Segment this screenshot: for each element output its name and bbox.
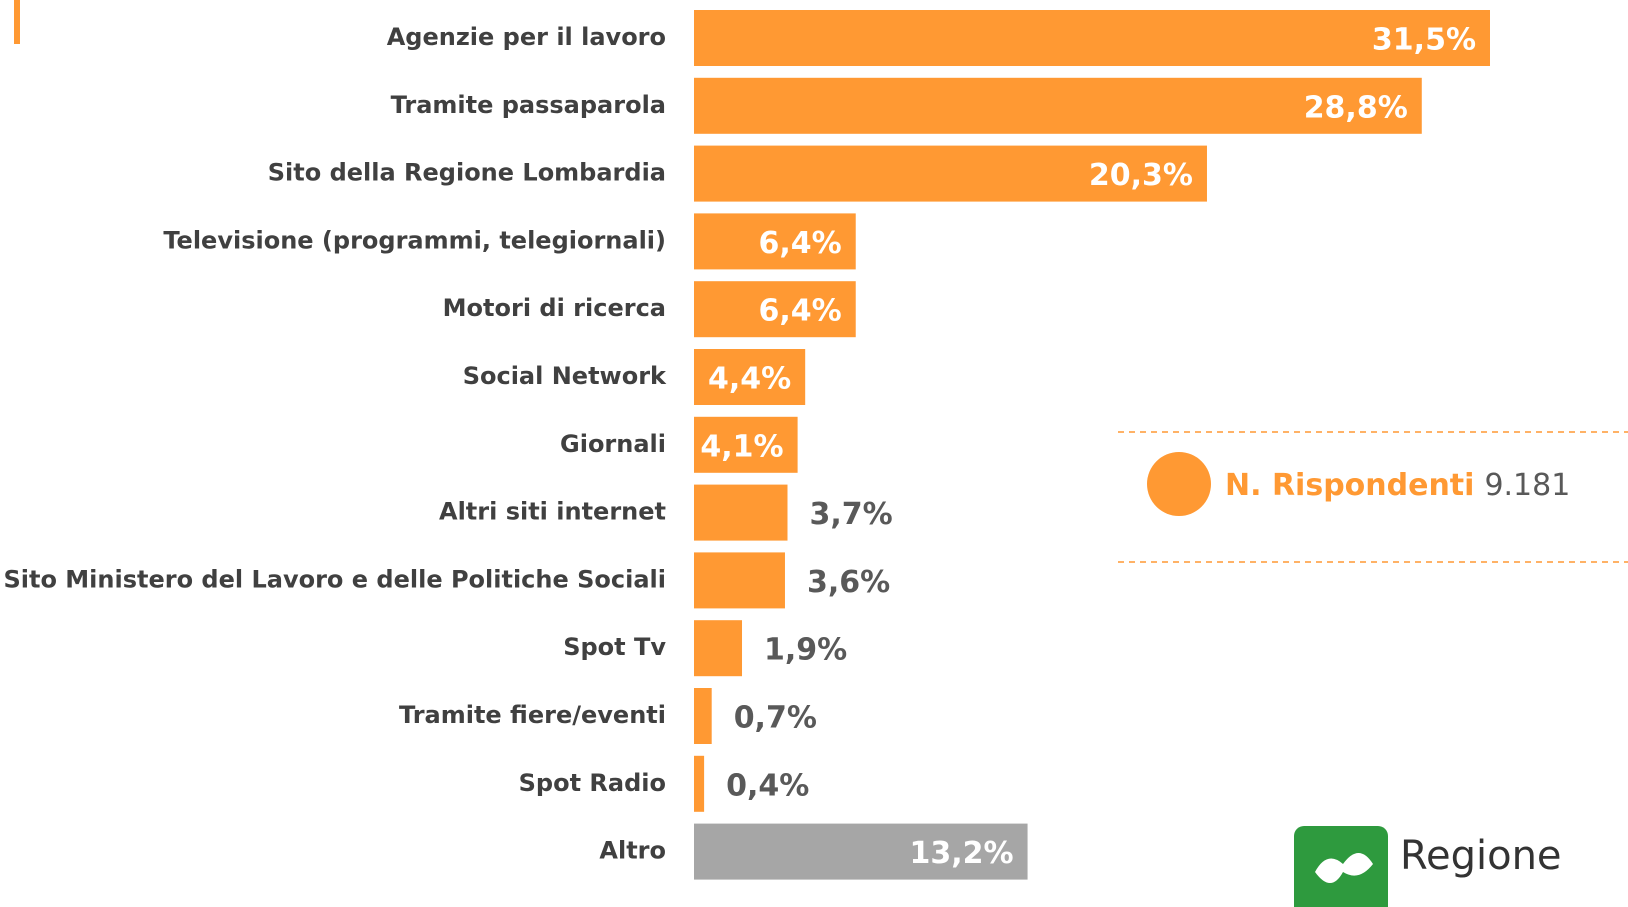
logo-text: Regione xyxy=(1400,833,1562,879)
category-label: Sito della Regione Lombardia xyxy=(268,159,666,187)
annotation-label: N. Rispondenti xyxy=(1225,468,1474,503)
bar xyxy=(694,77,1422,134)
bar xyxy=(694,823,1028,880)
category-label: Altri siti internet xyxy=(439,498,666,526)
annotation-dot xyxy=(1147,452,1211,516)
bar xyxy=(694,620,743,677)
annotation: N. Rispondenti 9.181 xyxy=(1225,468,1570,503)
bar xyxy=(694,484,788,541)
bar xyxy=(694,213,856,270)
bar xyxy=(694,10,1490,66)
category-label: Tramite passaparola xyxy=(391,91,666,119)
value-label: 20,3% xyxy=(1089,158,1193,193)
bar xyxy=(694,349,806,405)
value-label: 4,4% xyxy=(708,362,791,397)
value-label: 6,4% xyxy=(759,226,842,261)
value-label: 0,4% xyxy=(726,768,809,803)
value-label: 3,6% xyxy=(807,565,890,600)
category-label: Spot Radio xyxy=(519,769,666,797)
bar xyxy=(694,552,785,609)
category-label: Televisione (programmi, telegiornali) xyxy=(163,226,666,254)
value-label: 6,4% xyxy=(759,294,842,329)
category-label: Giornali xyxy=(560,430,666,458)
accent-bar xyxy=(14,0,20,44)
category-label: Tramite fiere/eventi xyxy=(399,701,666,729)
value-label: 4,1% xyxy=(700,429,783,464)
category-label: Altro xyxy=(599,837,666,865)
value-label: 3,7% xyxy=(809,497,892,532)
bar xyxy=(694,688,712,744)
value-label: 13,2% xyxy=(909,836,1013,871)
category-label: Sito Ministero del Lavoro e delle Politi… xyxy=(3,565,666,593)
bar xyxy=(694,755,705,812)
value-label: 1,9% xyxy=(764,633,847,668)
bar xyxy=(694,416,798,473)
value-label: 0,7% xyxy=(734,701,817,736)
bar xyxy=(694,281,856,338)
category-label: Spot Tv xyxy=(563,633,666,661)
value-label: 28,8% xyxy=(1304,90,1408,125)
value-label: 31,5% xyxy=(1372,23,1476,58)
category-label: Motori di ricerca xyxy=(443,294,666,322)
category-label: Agenzie per il lavoro xyxy=(387,23,666,51)
bar xyxy=(694,145,1207,202)
category-label: Social Network xyxy=(463,362,667,390)
logo-shape xyxy=(1315,853,1373,883)
annotation-value: 9.181 xyxy=(1484,468,1570,503)
